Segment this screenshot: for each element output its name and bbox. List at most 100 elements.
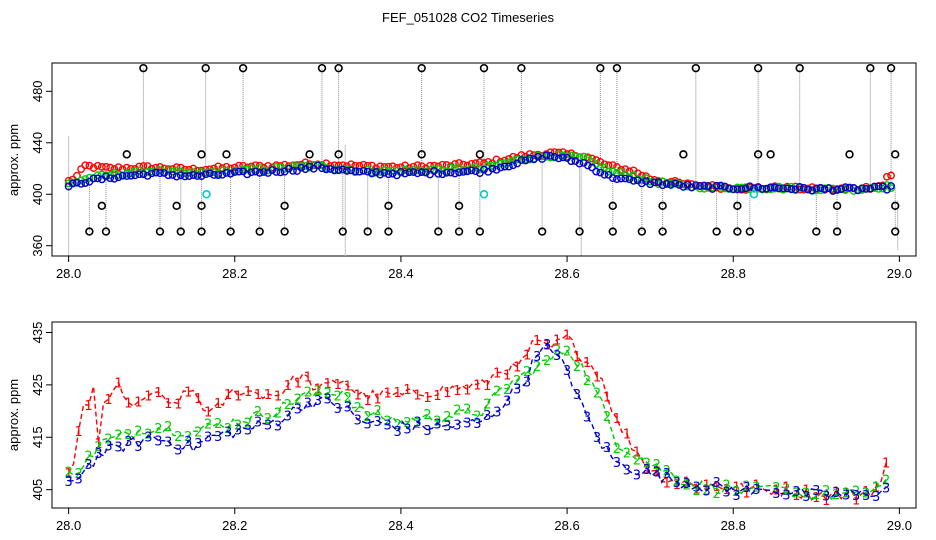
series-2-marker: 2 [683,479,691,494]
series-2-marker: 2 [344,391,352,406]
series-3-point [783,184,792,193]
series-1-marker: 1 [383,387,391,402]
series-3-point [305,162,314,171]
outlier-mid-point [417,150,426,159]
series-1-marker: 1 [882,457,890,472]
series-2-marker: 2 [473,409,481,424]
bottom-y-tick-label: 425 [30,374,45,396]
series-2-marker: 2 [722,478,730,493]
series-3-point [500,162,509,171]
series-1-marker: 1 [194,392,202,407]
series-3-marker: 3 [483,409,491,424]
top-x-tick-label: 29.0 [887,266,912,281]
series-1-point [81,161,90,170]
series-2-marker: 2 [184,430,192,445]
series-1-point [110,165,119,173]
series-2-marker: 2 [872,481,880,496]
series-3-marker: 3 [234,424,242,439]
series-1-marker: 1 [164,397,172,412]
series-3-marker: 3 [812,484,820,499]
series-2-point [97,170,106,179]
series-3-point [151,168,160,177]
series-3-marker: 3 [503,394,511,409]
series-3-point [297,163,306,172]
series-2-marker: 2 [802,486,810,501]
series-1-marker: 1 [623,427,631,442]
series-3-point [434,169,443,178]
bottom-y-axis-title: approx. ppm [6,379,21,451]
outlier-high-point [517,63,526,73]
series-3-point [235,167,243,176]
series-1-marker: 1 [413,389,421,404]
series-2-marker: 2 [324,387,332,402]
series-1-marker: 1 [423,391,431,406]
series-3-marker: 3 [862,489,870,504]
outlier-mid-point [122,150,131,159]
outlier-low-point [197,227,206,236]
series-3-point [700,181,709,190]
series-3-point [496,163,505,172]
series-3-point [554,154,563,163]
outlier-mid-point [753,150,763,159]
series-3-marker: 3 [533,350,541,365]
series-3-marker: 3 [244,423,252,438]
series-3-point [637,179,646,188]
outlier-point [658,201,667,211]
top-y-axis-title: approx. ppm [6,124,21,196]
series-1-marker: 1 [503,369,511,384]
series-3-point [68,179,77,188]
series-2-marker: 2 [94,440,102,455]
series-3-point [147,169,156,178]
series-1-point [708,181,717,189]
figure-title: FEF_051028 CO2 Timeseries [382,10,554,25]
series-3-point [505,162,513,171]
series-3-marker: 3 [553,349,561,364]
series-2-marker: 2 [613,442,621,457]
series-3-point [330,166,339,175]
top-x-tick-label: 28.2 [222,266,247,281]
outlier-point [97,201,107,211]
series-1-point [484,157,493,166]
series-3-marker: 3 [64,475,72,490]
series-2-marker: 2 [144,427,152,442]
series-3-point [787,185,796,194]
series-3-point [779,184,787,193]
series-3-point [613,175,621,184]
series-3-point [189,171,198,179]
series-1-point [600,160,609,169]
outlier-point [454,201,464,211]
series-2-point [829,184,837,193]
series-3-marker: 3 [324,393,332,408]
series-3-point [201,170,210,179]
series-3-marker: 3 [383,418,391,433]
series-2-marker: 2 [334,389,342,404]
series-1-marker: 1 [513,361,521,376]
series-2-marker: 2 [254,405,262,420]
series-3-marker: 3 [74,473,82,488]
series-3-point [816,183,825,192]
outlier-low-point [226,227,235,236]
series-3-marker: 3 [593,431,601,446]
series-1-marker: 1 [533,334,541,349]
series-3-point [887,182,895,190]
series-3-point [451,169,459,178]
series-1-marker: 1 [643,462,651,477]
series-3-marker: 3 [214,430,222,445]
series-2-marker: 2 [822,484,830,499]
series-2-point [679,180,688,189]
series-3-point [550,152,559,161]
series-2-marker: 2 [463,402,471,417]
series-2-marker: 2 [653,458,661,473]
series-1-point [559,148,567,157]
series-1-point [517,151,526,159]
series-1-point [172,163,181,172]
series-1-marker: 1 [344,380,352,395]
series-1-marker: 1 [792,489,800,504]
series-2-marker: 2 [623,447,631,462]
series-3-marker: 3 [354,414,362,429]
series-3-marker: 3 [792,485,800,500]
series-3-marker: 3 [703,484,711,499]
series-3-point [359,166,368,175]
series-3-line [68,343,887,499]
series-1-marker: 1 [294,376,302,391]
